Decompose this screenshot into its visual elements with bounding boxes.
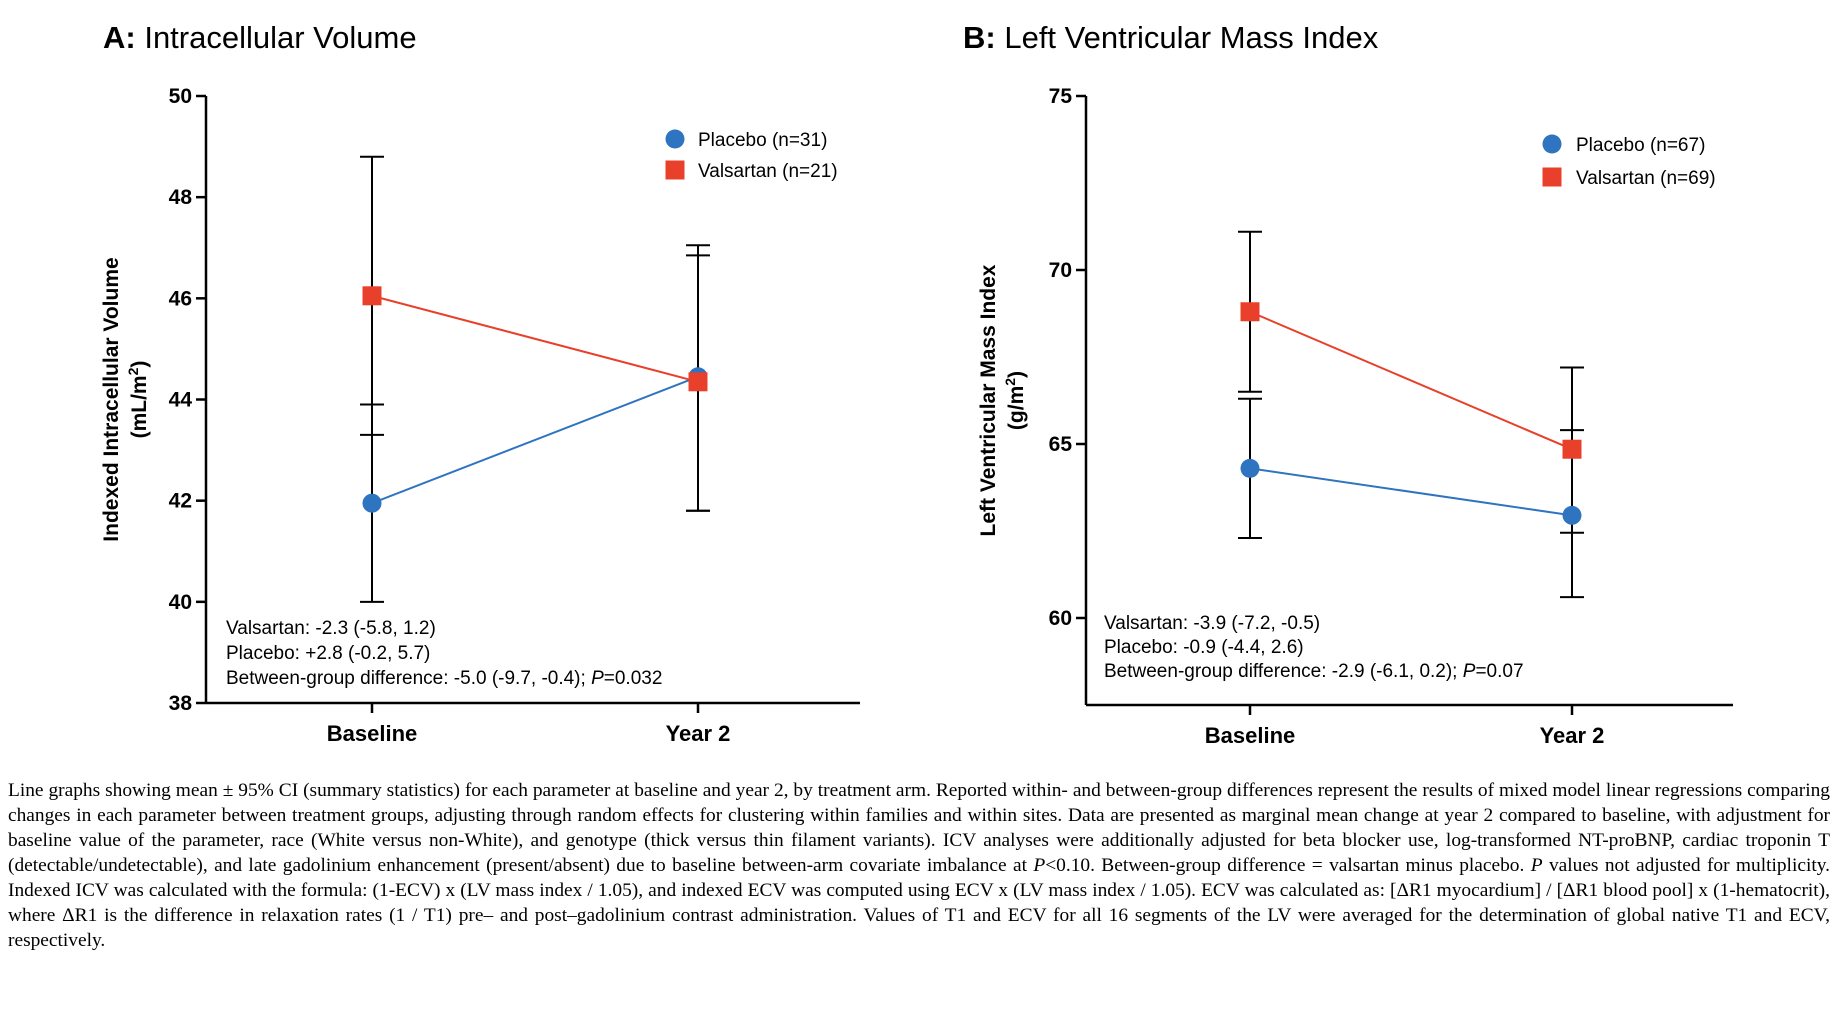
annotation-between-prefix: Between-group difference: -2.9 (-6.1, 0.… <box>1104 661 1463 682</box>
legend-marker-placebo <box>1542 134 1562 154</box>
placebo-point <box>1562 505 1582 525</box>
panel-label: A: <box>103 20 136 55</box>
y-axis-unit: (g/m2) <box>1002 371 1028 430</box>
annotation-placebo: Placebo: -0.9 (-4.4, 2.6) <box>1104 637 1304 658</box>
placebo-series-line <box>371 375 699 505</box>
caption-part-2: <0.10. Between-group difference = valsar… <box>1045 855 1531 876</box>
y-tick-label: 44 <box>169 389 193 412</box>
y-tick-label: 38 <box>169 692 193 715</box>
caption-p-symbol-2: P <box>1530 855 1543 876</box>
x-tick-label: Baseline <box>327 721 418 746</box>
y-tick-label: 70 <box>1049 259 1072 282</box>
y-axis-unit: (mL/m2) <box>125 361 151 439</box>
annotation-between-prefix: Between-group difference: -5.0 (-9.7, -0… <box>226 668 591 689</box>
panel-title-text: Intracellular Volume <box>136 20 417 55</box>
valsartan-point <box>688 372 708 392</box>
caption-p-symbol-1: P <box>1033 855 1046 876</box>
placebo-point <box>362 493 382 513</box>
figure: A: Intracellular Volume 38 40 42 44 46 48 50 Bas… <box>100 20 1733 748</box>
valsartan-point <box>1562 439 1582 459</box>
y-tick-label: 65 <box>1049 433 1073 456</box>
y-axis-unit-text: (g/m <box>1005 386 1028 430</box>
annotation-between-group: Between-group difference: -2.9 (-6.1, 0.… <box>1104 661 1524 682</box>
panel-a: A: Intracellular Volume 38 40 42 44 46 48 50 Bas… <box>100 20 860 746</box>
placebo-point <box>1240 458 1260 478</box>
panel-title: A: Intracellular Volume <box>103 20 417 55</box>
panel-b: B: Left Ventricular Mass Index 60 65 70 75 Ba… <box>963 20 1733 748</box>
y-axis-unit-close: ) <box>1005 371 1028 378</box>
annotation-valsartan: Valsartan: -3.9 (-7.2, -0.5) <box>1104 613 1320 634</box>
legend-label-placebo: Placebo (n=67) <box>1576 135 1705 156</box>
panel-title-text: Left Ventricular Mass Index <box>996 20 1379 55</box>
annotation-valsartan: Valsartan: -2.3 (-5.8, 1.2) <box>226 618 436 639</box>
annotation-between-group: Between-group difference: -5.0 (-9.7, -0… <box>226 668 662 689</box>
x-tick-label: Baseline <box>1205 723 1296 748</box>
legend-label-valsartan: Valsartan (n=69) <box>1576 168 1716 189</box>
annotation-p-value: =0.07 <box>1475 661 1523 682</box>
y-tick-label: 48 <box>169 186 193 209</box>
y-tick-label: 75 <box>1049 85 1073 108</box>
valsartan-point <box>1240 302 1260 322</box>
y-axis-unit-close: ) <box>128 361 151 368</box>
valsartan-series-line <box>1249 310 1573 451</box>
legend-marker-valsartan <box>665 160 685 180</box>
y-tick-label: 40 <box>169 591 192 614</box>
legend-label-placebo: Placebo (n=31) <box>698 130 827 151</box>
y-axis-unit-text: (mL/m <box>128 375 151 438</box>
placebo-series-line <box>1249 467 1573 517</box>
legend-label-valsartan: Valsartan (n=21) <box>698 161 838 182</box>
y-axis-unit-superscript: 2 <box>125 367 141 375</box>
legend-marker-placebo <box>665 129 685 149</box>
figure-caption: Line graphs showing mean ± 95% CI (summa… <box>8 778 1830 953</box>
annotation-p-label: P <box>1463 661 1476 682</box>
x-tick-label: Year 2 <box>1540 723 1605 748</box>
y-tick-label: 50 <box>169 85 192 108</box>
valsartan-point <box>362 286 382 306</box>
valsartan-series-line <box>371 294 699 383</box>
y-tick-label: 60 <box>1049 607 1072 630</box>
panel-label: B: <box>963 20 996 55</box>
y-axis-label: Left Ventricular Mass Index <box>977 264 1000 536</box>
annotation-placebo: Placebo: +2.8 (-0.2, 5.7) <box>226 643 430 664</box>
y-axis-unit-superscript: 2 <box>1002 378 1018 386</box>
annotation-p-value: =0.032 <box>604 668 663 689</box>
legend-marker-valsartan <box>1542 167 1562 187</box>
y-tick-label: 42 <box>169 490 192 513</box>
x-tick-label: Year 2 <box>666 721 731 746</box>
y-tick-label: 46 <box>169 287 192 310</box>
caption-part-3: values not adjusted for multiplicity. In… <box>8 855 1831 951</box>
annotation-p-label: P <box>591 668 604 689</box>
y-axis-label: Indexed Intracellular Volume <box>100 257 123 541</box>
caption-part-1: Line graphs showing mean ± 95% CI (summa… <box>8 780 1830 876</box>
panel-title: B: Left Ventricular Mass Index <box>963 20 1379 55</box>
